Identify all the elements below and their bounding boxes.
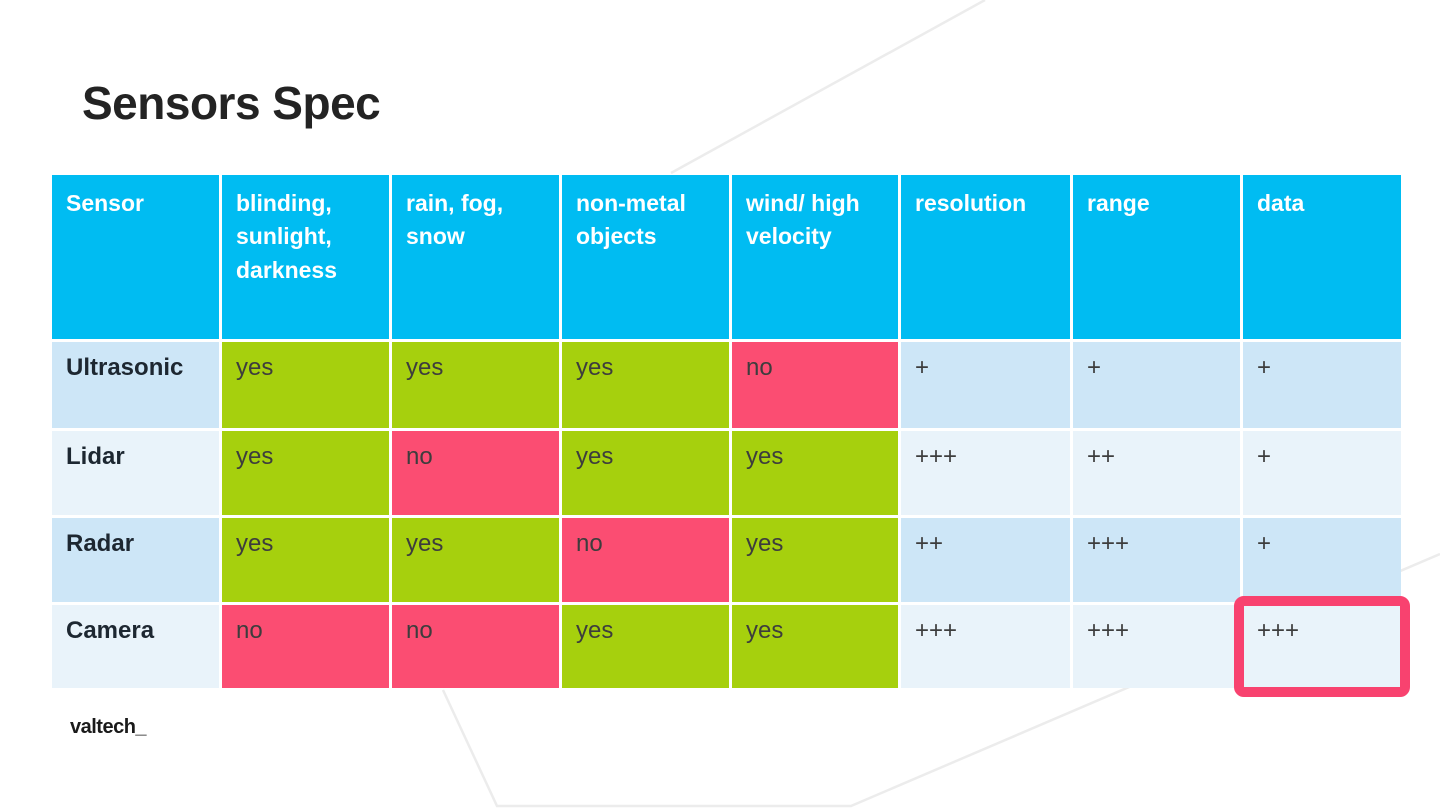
cell-radar-non-metal-objects: no xyxy=(562,518,729,602)
cell-camera-blinding-sunlight-darkness: no xyxy=(222,605,389,688)
cell-radar-range: +++ xyxy=(1073,518,1240,602)
cell-radar-data: + xyxy=(1243,518,1401,602)
cell-lidar-range-text: ++ xyxy=(1087,443,1116,470)
cell-ultrasonic-wind-high-velocity-text: no xyxy=(746,354,773,381)
cell-ultrasonic-non-metal-objects: yes xyxy=(562,342,729,428)
cell-camera-non-metal-objects-text: yes xyxy=(576,617,614,644)
cell-radar-data-text: + xyxy=(1257,530,1272,557)
cell-camera-wind-high-velocity: yes xyxy=(732,605,898,688)
cell-lidar-rain-fog-snow: no xyxy=(392,431,559,515)
cell-ultrasonic-range: + xyxy=(1073,342,1240,428)
column-header-data: data xyxy=(1243,175,1401,339)
cell-lidar-wind-high-velocity: yes xyxy=(732,431,898,515)
column-header-sensor-text: Sensor xyxy=(66,190,144,216)
cell-radar-wind-high-velocity-text: yes xyxy=(746,530,784,557)
cell-camera-rain-fog-snow-text: no xyxy=(406,617,433,644)
row-label-ultrasonic: Ultrasonic xyxy=(52,342,219,428)
row-label-ultrasonic-text: Ultrasonic xyxy=(66,354,184,381)
row-label-camera: Camera xyxy=(52,605,219,688)
cell-lidar-data-text: + xyxy=(1257,443,1272,470)
cell-ultrasonic-wind-high-velocity: no xyxy=(732,342,898,428)
cell-lidar-non-metal-objects: yes xyxy=(562,431,729,515)
column-header-non-metal-objects: non-metal objects xyxy=(562,175,729,339)
cell-camera-range: +++ xyxy=(1073,605,1240,688)
cell-radar-range-text: +++ xyxy=(1087,530,1130,557)
cell-radar-rain-fog-snow-text: yes xyxy=(406,530,444,557)
column-header-range-text: range xyxy=(1087,190,1150,216)
cell-radar-non-metal-objects-text: no xyxy=(576,530,603,557)
cell-radar-wind-high-velocity: yes xyxy=(732,518,898,602)
cell-camera-range-text: +++ xyxy=(1087,617,1130,644)
cell-camera-non-metal-objects: yes xyxy=(562,605,729,688)
cell-lidar-blinding-sunlight-darkness: yes xyxy=(222,431,389,515)
cell-lidar-blinding-sunlight-darkness-text: yes xyxy=(236,443,274,470)
cell-camera-resolution-text: +++ xyxy=(915,617,958,644)
row-label-radar: Radar xyxy=(52,518,219,602)
cell-lidar-resolution-text: +++ xyxy=(915,443,958,470)
column-header-non-metal-objects-text: non-metal objects xyxy=(576,190,686,250)
cell-lidar-rain-fog-snow-text: no xyxy=(406,443,433,470)
column-header-rain-fog-snow: rain, fog, snow xyxy=(392,175,559,339)
column-header-rain-fog-snow-text: rain, fog, snow xyxy=(406,190,504,250)
column-header-resolution-text: resolution xyxy=(915,190,1027,216)
cell-ultrasonic-resolution-text: + xyxy=(915,354,930,381)
cell-radar-rain-fog-snow: yes xyxy=(392,518,559,602)
cell-lidar-range: ++ xyxy=(1073,431,1240,515)
cell-ultrasonic-range-text: + xyxy=(1087,354,1102,381)
cell-lidar-resolution: +++ xyxy=(901,431,1070,515)
column-header-resolution: resolution xyxy=(901,175,1070,339)
cell-lidar-data: + xyxy=(1243,431,1401,515)
cell-ultrasonic-blinding-sunlight-darkness-text: yes xyxy=(236,354,274,381)
cell-lidar-non-metal-objects-text: yes xyxy=(576,443,614,470)
cell-ultrasonic-rain-fog-snow-text: yes xyxy=(406,354,444,381)
cell-camera-blinding-sunlight-darkness-text: no xyxy=(236,617,263,644)
row-label-lidar-text: Lidar xyxy=(66,443,125,470)
cell-ultrasonic-blinding-sunlight-darkness: yes xyxy=(222,342,389,428)
column-header-range: range xyxy=(1073,175,1240,339)
diagonal-line-top xyxy=(670,0,986,175)
column-header-data-text: data xyxy=(1257,190,1305,216)
valtech-logo: valtech_ xyxy=(70,716,147,738)
column-header-blinding-sunlight-darkness-text: blinding, sunlight, darkness xyxy=(236,190,338,283)
cell-radar-resolution-text: ++ xyxy=(915,530,944,557)
cell-radar-blinding-sunlight-darkness-text: yes xyxy=(236,530,274,557)
cell-radar-resolution: ++ xyxy=(901,518,1070,602)
cell-camera-wind-high-velocity-text: yes xyxy=(746,617,784,644)
row-label-camera-text: Camera xyxy=(66,617,155,644)
column-header-sensor: Sensor xyxy=(52,175,219,339)
cell-ultrasonic-rain-fog-snow: yes xyxy=(392,342,559,428)
cell-camera-data: +++ xyxy=(1234,596,1410,697)
sensors-table: Sensor blinding, sunlight, darkness rain, … xyxy=(52,175,1410,697)
cell-ultrasonic-resolution: + xyxy=(901,342,1070,428)
column-header-blinding-sunlight-darkness: blinding, sunlight, darkness xyxy=(222,175,389,339)
cell-lidar-wind-high-velocity-text: yes xyxy=(746,443,784,470)
row-label-radar-text: Radar xyxy=(66,530,135,557)
cell-camera-resolution: +++ xyxy=(901,605,1070,688)
cell-ultrasonic-data-text: + xyxy=(1257,354,1272,381)
cell-camera-data-text: +++ xyxy=(1257,617,1300,644)
cell-ultrasonic-non-metal-objects-text: yes xyxy=(576,354,614,381)
column-header-wind-high-velocity-text: wind/ high velocity xyxy=(746,190,860,250)
cell-ultrasonic-data: + xyxy=(1243,342,1401,428)
row-label-lidar: Lidar xyxy=(52,431,219,515)
cell-camera-rain-fog-snow: no xyxy=(392,605,559,688)
column-header-wind-high-velocity: wind/ high velocity xyxy=(732,175,898,339)
page-title: Sensors Spec xyxy=(82,77,381,129)
cell-radar-blinding-sunlight-darkness: yes xyxy=(222,518,389,602)
highlight-ring xyxy=(1234,596,1410,697)
